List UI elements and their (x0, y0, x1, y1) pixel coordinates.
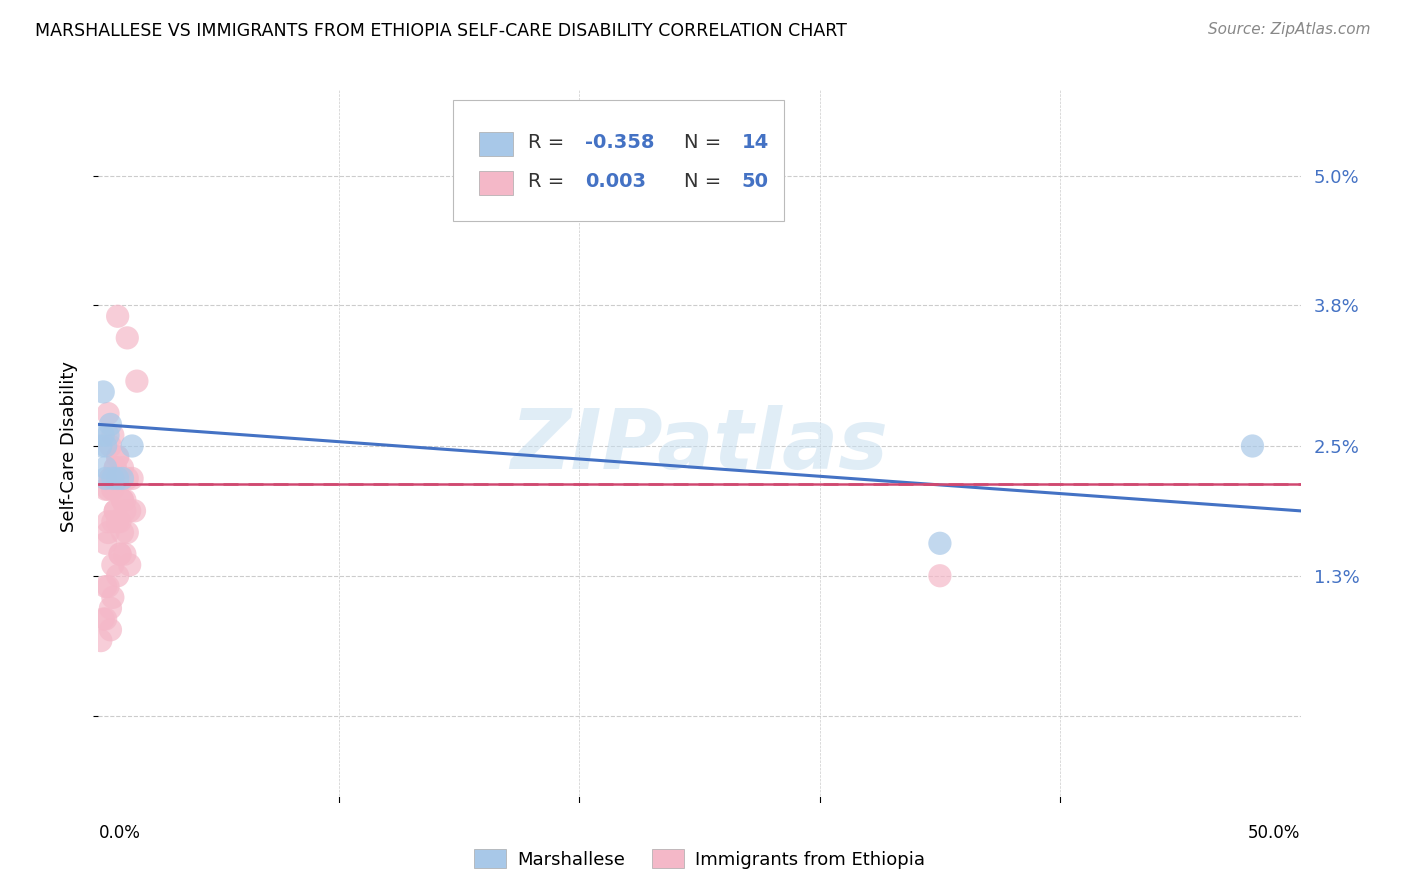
Point (94, 580, 117, 594)
Point (107, 310, 129, 324)
Point (928, 536, 950, 550)
Point (100, 439, 122, 453)
Point (94, 482, 117, 496)
Point (108, 547, 131, 561)
Point (104, 504, 127, 518)
Point (97, 580, 120, 594)
Point (100, 471, 122, 485)
Point (104, 460, 127, 475)
Point (117, 471, 139, 485)
Text: N =: N = (683, 172, 727, 192)
Text: MARSHALLESE VS IMMIGRANTS FROM ETHIOPIA SELF-CARE DISABILITY CORRELATION CHART: MARSHALLESE VS IMMIGRANTS FROM ETHIOPIA … (35, 22, 846, 40)
Text: R =: R = (527, 172, 569, 192)
Point (111, 525, 134, 540)
Text: R =: R = (527, 133, 569, 153)
Legend: Marshallese, Immigrants from Ethiopia: Marshallese, Immigrants from Ethiopia (467, 842, 932, 876)
Point (101, 482, 124, 496)
Point (94, 612, 117, 626)
Point (114, 493, 136, 508)
Point (114, 504, 136, 518)
Point (124, 504, 146, 518)
Point (101, 591, 124, 605)
Point (94, 460, 117, 475)
Point (101, 428, 124, 442)
Point (125, 374, 148, 388)
Point (90, 633, 112, 648)
Point (94, 439, 117, 453)
Point (101, 471, 124, 485)
Point (97, 482, 120, 496)
Point (97, 525, 120, 540)
Y-axis label: Self-Care Disability: Self-Care Disability (59, 360, 77, 532)
Point (117, 331, 139, 345)
Point (108, 547, 131, 561)
Point (101, 558, 124, 572)
Point (100, 471, 122, 485)
Text: -0.358: -0.358 (585, 133, 655, 153)
Text: 50: 50 (741, 172, 769, 192)
Text: 50.0%: 50.0% (1249, 824, 1301, 842)
Point (111, 460, 134, 475)
FancyBboxPatch shape (479, 132, 513, 155)
Point (108, 515, 131, 529)
Point (121, 439, 143, 453)
Point (118, 504, 141, 518)
Point (97, 515, 120, 529)
Point (928, 568, 950, 582)
Point (111, 493, 134, 508)
Text: 0.003: 0.003 (585, 172, 647, 192)
Text: 0.0%: 0.0% (98, 824, 141, 842)
Point (104, 504, 127, 518)
Text: 14: 14 (741, 133, 769, 153)
Text: ZIPatlas: ZIPatlas (510, 406, 889, 486)
Point (97, 407, 120, 421)
Point (107, 515, 129, 529)
Point (107, 450, 129, 464)
Point (107, 568, 129, 582)
Point (111, 493, 134, 508)
Point (90, 439, 112, 453)
Point (117, 525, 139, 540)
Point (111, 471, 134, 485)
Point (1241, 439, 1264, 453)
Point (94, 536, 117, 550)
Point (91, 612, 114, 626)
Text: Source: ZipAtlas.com: Source: ZipAtlas.com (1208, 22, 1371, 37)
Point (107, 450, 129, 464)
Point (91, 428, 114, 442)
Point (97, 428, 120, 442)
Point (101, 482, 124, 496)
Point (107, 471, 129, 485)
Point (94, 471, 117, 485)
FancyBboxPatch shape (479, 171, 513, 194)
Point (101, 515, 124, 529)
Point (121, 471, 143, 485)
Point (118, 558, 141, 572)
Point (100, 623, 122, 637)
Point (104, 460, 127, 475)
Point (100, 417, 122, 432)
Point (91, 384, 114, 399)
Text: N =: N = (683, 133, 727, 153)
Point (114, 547, 136, 561)
FancyBboxPatch shape (453, 100, 783, 221)
Point (100, 601, 122, 615)
